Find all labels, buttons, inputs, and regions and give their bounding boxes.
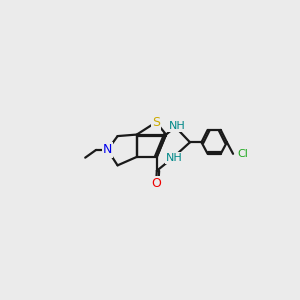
Text: NH: NH	[166, 153, 183, 163]
Text: Cl: Cl	[237, 149, 248, 159]
Text: N: N	[103, 143, 112, 157]
Text: NH: NH	[169, 121, 185, 131]
Text: O: O	[151, 177, 161, 190]
Text: S: S	[152, 116, 160, 129]
